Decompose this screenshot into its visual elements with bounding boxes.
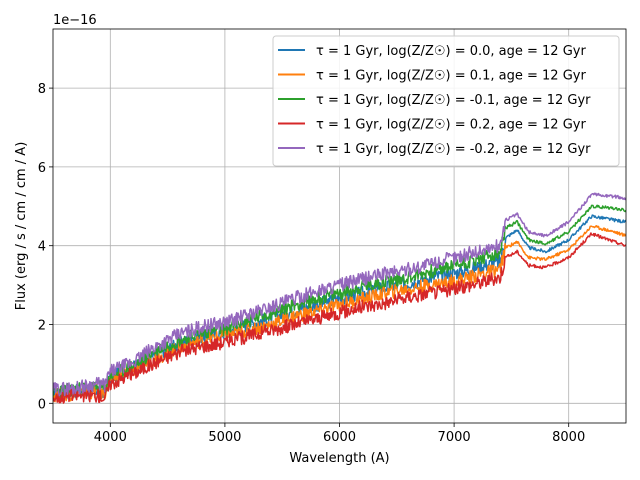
legend-entry: τ = 1 Gyr, log(Z/Z☉) = -0.2, age = 12 Gy… xyxy=(316,142,591,157)
x-tick-label: 8000 xyxy=(552,430,585,445)
legend: τ = 1 Gyr, log(Z/Z☉) = 0.0, age = 12 Gyr… xyxy=(272,35,620,167)
legend-entry: τ = 1 Gyr, log(Z/Z☉) = 0.0, age = 12 Gyr xyxy=(316,44,586,59)
y-axis: 0 2 4 6 8 xyxy=(38,82,53,412)
series-line xyxy=(53,192,626,397)
y-tick-label: 2 xyxy=(38,319,46,334)
legend-entry: τ = 1 Gyr, log(Z/Z☉) = -0.1, age = 12 Gy… xyxy=(316,93,591,108)
legend-entry: τ = 1 Gyr, log(Z/Z☉) = 0.1, age = 12 Gyr xyxy=(316,69,586,84)
series-line xyxy=(53,204,626,399)
y-tick-label: 0 xyxy=(38,397,46,412)
x-tick-label: 5000 xyxy=(208,430,241,445)
y-tick-label: 6 xyxy=(38,161,46,176)
x-tick-label: 6000 xyxy=(323,430,356,445)
y-tick-label: 8 xyxy=(38,82,46,97)
legend-box xyxy=(272,35,620,167)
y-tick-label: 4 xyxy=(38,240,46,255)
x-tick-label: 7000 xyxy=(438,430,471,445)
x-axis-label: Wavelength (A) xyxy=(289,451,389,466)
y-offset-text: 1e−16 xyxy=(53,13,97,28)
y-axis-label: Flux (erg / s / cm / cm / A) xyxy=(14,142,29,311)
series-line xyxy=(53,232,626,404)
x-axis: 4000 5000 6000 7000 8000 xyxy=(94,423,585,445)
legend-entry: τ = 1 Gyr, log(Z/Z☉) = 0.2, age = 12 Gyr xyxy=(316,118,586,133)
plot-area xyxy=(53,192,626,404)
x-tick-label: 4000 xyxy=(94,430,127,445)
